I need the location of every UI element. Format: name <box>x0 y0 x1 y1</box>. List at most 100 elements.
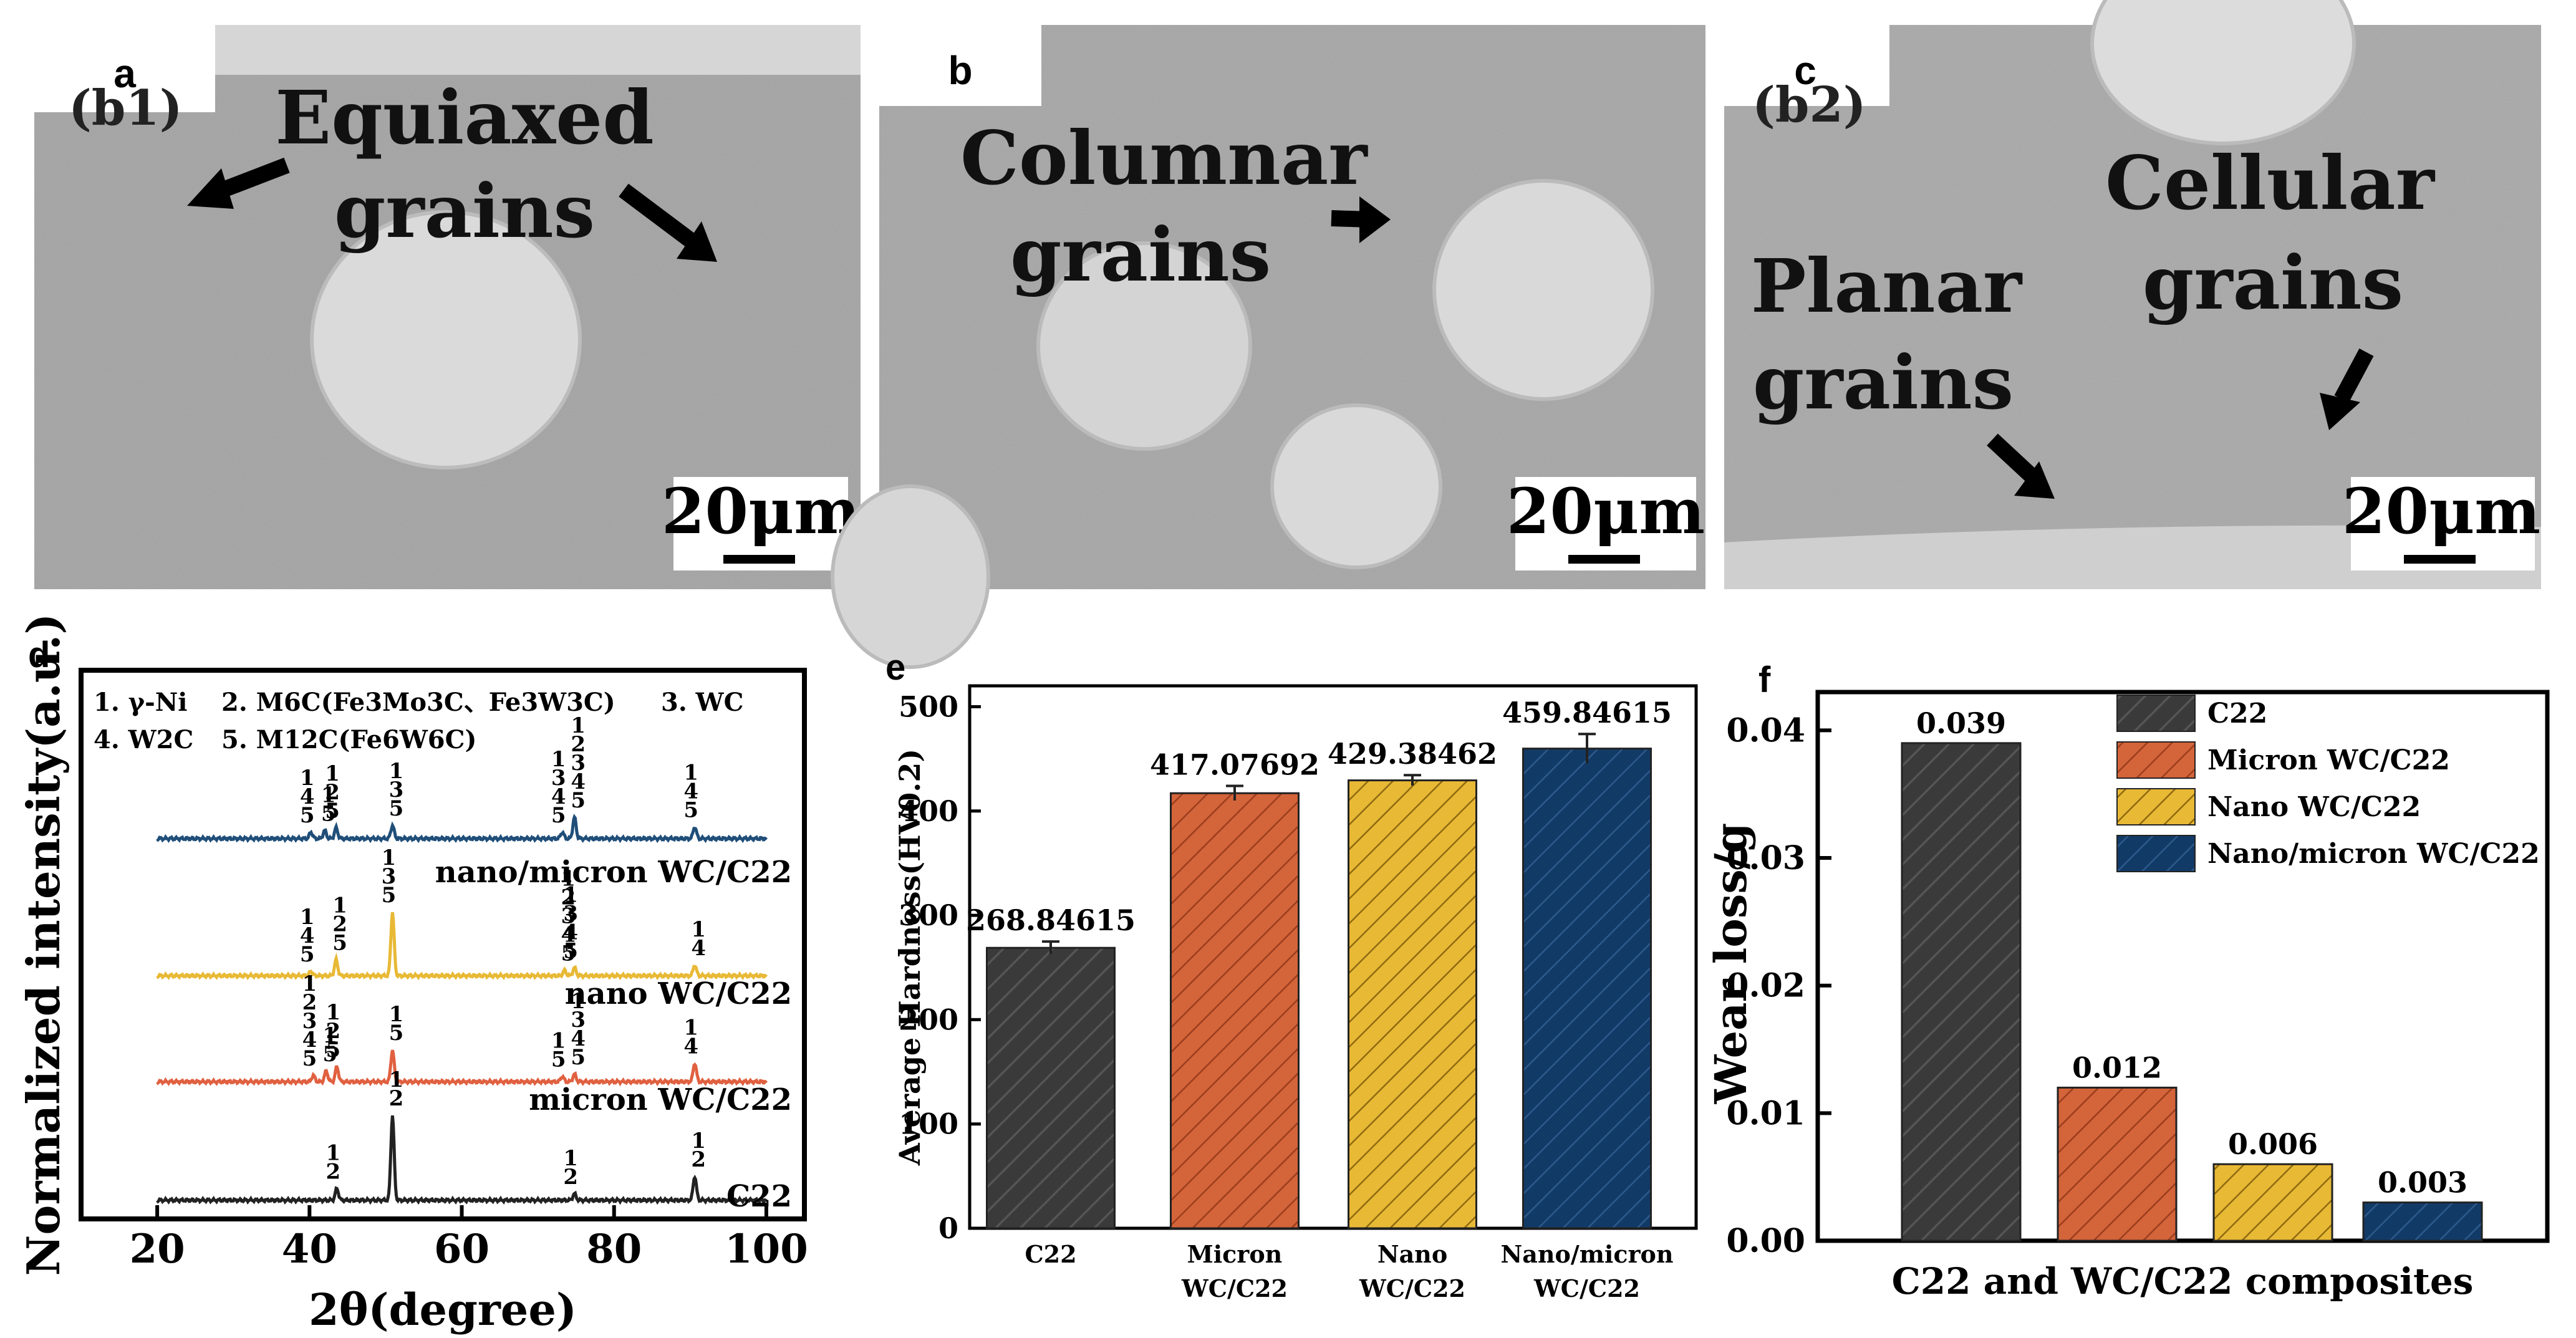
xrd-series-label: nano/micron WC/C22 <box>435 855 792 890</box>
xrd-peak-label: 5 <box>302 1046 317 1071</box>
xrd-x-tick-label: 40 <box>282 1226 337 1273</box>
wear-legend-swatch <box>2116 788 2196 825</box>
hardness-y-tick-label: 400 <box>899 794 958 828</box>
panel-letter-a: a <box>113 51 136 96</box>
scale-bar-a <box>723 555 795 564</box>
xrd-series-line <box>156 1115 768 1205</box>
xrd-legend-line-5: 5. M12C(Fe6W6C) <box>221 725 476 754</box>
arrow-right-icon <box>619 183 703 253</box>
xrd-peak-label: 1 <box>551 747 566 772</box>
planar-grains-label: grains <box>1753 339 2014 426</box>
xrd-peak-label: 5 <box>332 931 347 956</box>
arrowhead-columnar-icon <box>1359 196 1391 243</box>
columnar-grains-label: grains <box>1010 211 1271 298</box>
arrowhead-cellular-icon <box>2320 393 2360 430</box>
wear-panel: f 0.000.010.020.030.04 0.0390.0120.0060.… <box>1705 660 2550 1302</box>
wear-legend-label: C22 <box>2207 698 2267 729</box>
wear-legend-swatch <box>2116 835 2196 872</box>
xrd-peak-label: 2 <box>563 1165 578 1190</box>
hardness-bar <box>986 946 1116 1230</box>
wear-value-label: 0.039 <box>1916 706 2006 740</box>
panel-label-box-b <box>879 25 1041 106</box>
wear-legend-swatch <box>2116 741 2196 779</box>
arrowhead-planar-icon <box>2014 461 2055 499</box>
micrograph-panel-b: b Columnar grains 20μm <box>831 25 1705 669</box>
xrd-peak-label: 5 <box>326 1037 340 1062</box>
xrd-peak-label: 5 <box>389 796 404 821</box>
xrd-peak-label: 3 <box>551 766 566 791</box>
xrd-legend-line-1: 1. γ-Ni <box>94 688 187 717</box>
hardness-value-label: 417.07692 <box>1150 748 1319 781</box>
columnar-label: Columnar <box>960 115 1368 201</box>
wear-legend-label: Nano/micron WC/C22 <box>2207 838 2540 870</box>
wear-bars: 0.039 0.012 0.006 0.003 <box>1901 706 2483 1242</box>
hardness-bar <box>1170 792 1300 1230</box>
xrd-peak-label: 5 <box>571 788 586 813</box>
xrd-peak-label: 3 <box>563 901 578 926</box>
xrd-peak-label: 1 <box>325 761 340 786</box>
hardness-category-label: Nano/micron <box>1501 1240 1674 1268</box>
xrd-y-axis-label: Normalized intensity(a.u.) <box>17 614 70 1276</box>
hardness-category-label: Micron <box>1187 1240 1283 1268</box>
xrd-peak-label: 1 <box>332 893 347 918</box>
hardness-y-axis: 0 100 200 300 400 500 <box>899 690 981 1245</box>
xrd-series-label: nano WC/C22 <box>565 976 792 1011</box>
xrd-peak-label: 2 <box>389 1086 404 1111</box>
panel-letter-b: b <box>948 48 972 93</box>
hardness-value-label: 429.38462 <box>1328 737 1497 771</box>
hardness-y-tick-label: 200 <box>899 1003 958 1036</box>
planar-label: Planar <box>1751 243 2023 329</box>
xrd-peak-label: 1 <box>683 1015 698 1040</box>
hardness-bars: 268.84615 C22 417.07692 Micron WC/C22 429.384… <box>966 696 1674 1302</box>
xrd-series-line <box>156 912 768 981</box>
wear-y-tick-label: 0.00 <box>1726 1222 1805 1260</box>
wear-y-tick-label: 0.03 <box>1726 839 1805 877</box>
xrd-peak-label: 2 <box>332 912 347 937</box>
xrd-x-axis-label: 2θ(degree) <box>309 1284 577 1336</box>
xrd-peak-label: 1 <box>389 759 404 784</box>
xrd-peak-label: 4 <box>571 1026 586 1051</box>
xrd-peak-label: 1 <box>551 1029 566 1054</box>
scale-bar-label-a: 20μm <box>662 474 860 548</box>
xrd-peak-label: 1 <box>563 882 578 907</box>
xrd-peak-label: 1 <box>382 845 397 870</box>
panel-letter-c: c <box>1794 48 1816 93</box>
xrd-peak-label: 3 <box>389 777 404 802</box>
xrd-peak-label: 2 <box>561 885 576 910</box>
cellular-grains-label: grains <box>2143 239 2403 326</box>
xrd-peak-label: 3 <box>302 1009 317 1034</box>
xrd-peak-label: 4 <box>691 936 706 961</box>
xrd-peak-label: 1 <box>563 1146 578 1171</box>
xrd-peak-label: 1 <box>300 766 315 791</box>
xrd-peak-label: 1 <box>389 1002 404 1027</box>
wear-y-tick-label: 0.04 <box>1726 711 1805 749</box>
xrd-peak-label: 4 <box>563 920 578 945</box>
wear-legend-label: Micron WC/C22 <box>2207 744 2450 776</box>
hardness-y-tick-label: 500 <box>899 690 958 723</box>
xrd-x-tick-label: 20 <box>130 1226 185 1273</box>
xrd-peak-label: 5 <box>551 803 566 828</box>
xrd-peak-label: 5 <box>551 1047 566 1072</box>
xrd-x-ticks: 20 40 60 80 100 <box>130 1205 808 1273</box>
arrow-planar-icon <box>1987 433 2042 486</box>
xrd-peak-label: 1 <box>683 760 698 785</box>
wear-legend: C22 Micron WC/C22 Nano WC/C22 Nano/micron W… <box>2116 695 2540 872</box>
wear-bar <box>1901 742 2022 1242</box>
wear-legend-swatch <box>2116 695 2196 732</box>
wear-y-tick-label: 0.01 <box>1726 1094 1805 1132</box>
xrd-peak-label: 5 <box>325 799 340 824</box>
xrd-peak-label: 5 <box>300 942 315 967</box>
equiaxed-grains-label: grains <box>334 168 595 254</box>
panel-letter-e: e <box>885 647 905 688</box>
xrd-peak-label: 1 <box>691 917 706 942</box>
xrd-peak-label: 3 <box>571 1008 586 1032</box>
xrd-x-tick-label: 80 <box>586 1226 642 1273</box>
wear-value-label: 0.003 <box>2378 1166 2467 1200</box>
xrd-peak-label: 3 <box>571 751 586 776</box>
hardness-category-label: WC/C22 <box>1533 1274 1640 1302</box>
xrd-peak-label: 4 <box>683 1034 698 1059</box>
wear-y-axis: 0.00 0.01 0.02 0.03 0.04 <box>1726 711 1831 1260</box>
hardness-category-label: Nano <box>1377 1240 1447 1268</box>
scale-bar-label-c: 20μm <box>2342 474 2540 548</box>
